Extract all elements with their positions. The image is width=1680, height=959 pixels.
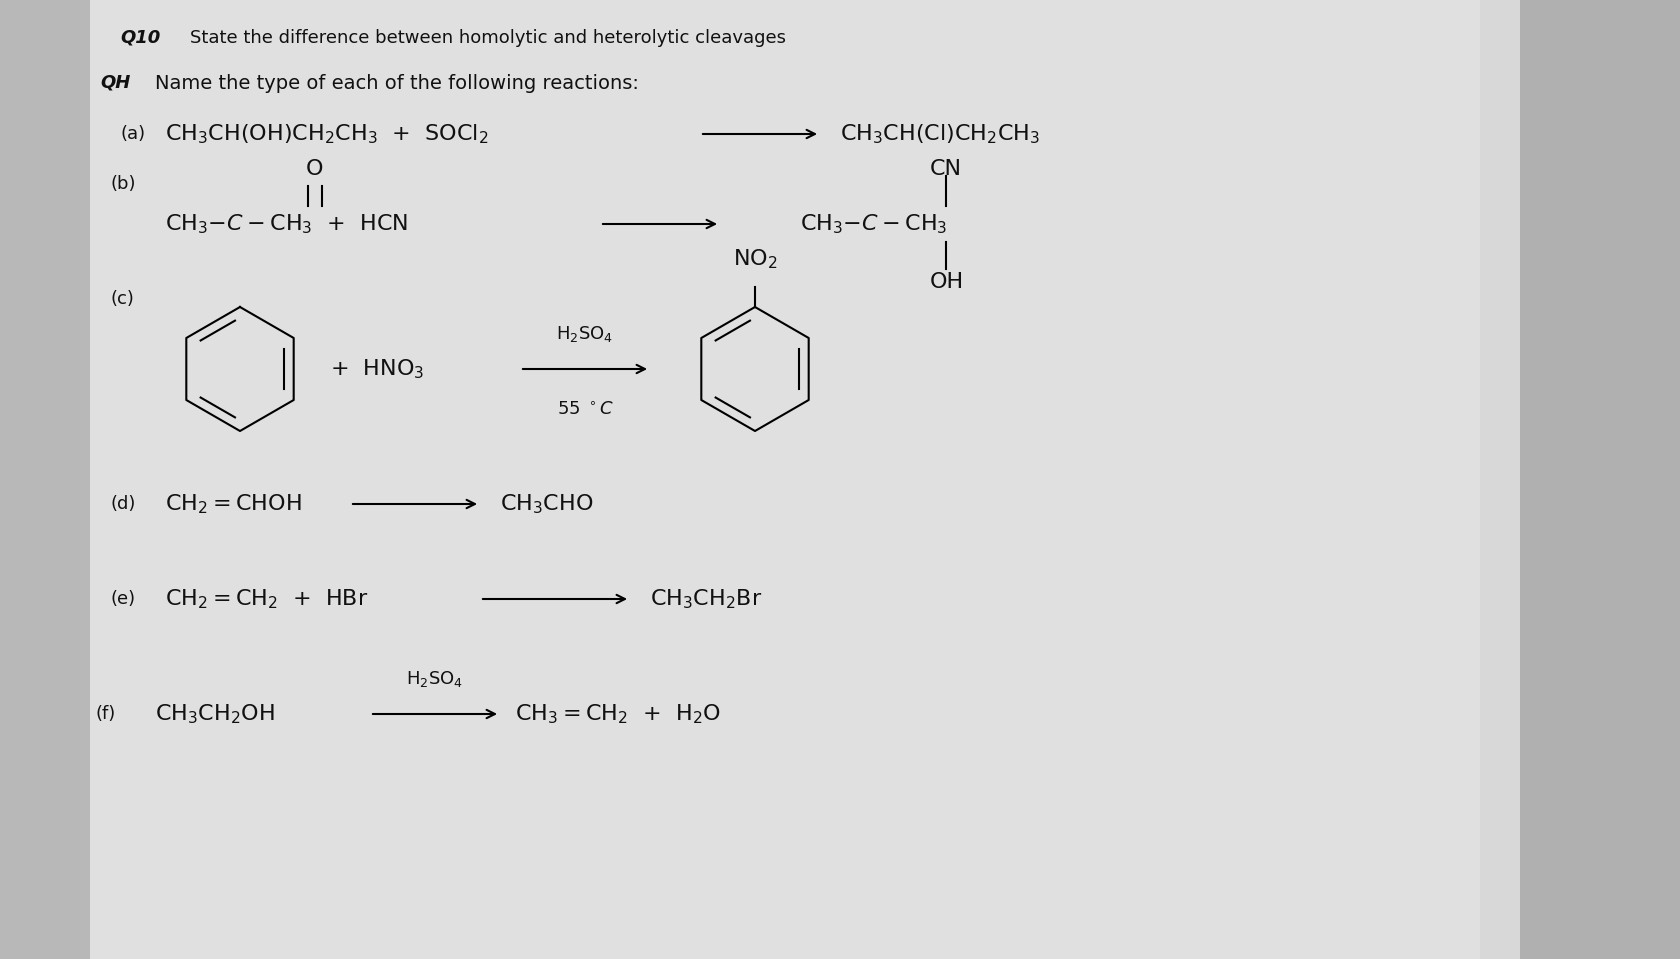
Text: $\mathregular{H_2SO_4}$: $\mathregular{H_2SO_4}$ bbox=[556, 324, 613, 344]
Text: $\mathregular{CH_3CH_2OH}$: $\mathregular{CH_3CH_2OH}$ bbox=[155, 702, 276, 726]
Text: $55\ ^\circ C$: $55\ ^\circ C$ bbox=[556, 401, 613, 419]
Text: $\mathregular{CH_3CH(OH)CH_2CH_3}$  +  $\mathregular{SOCl_2}$: $\mathregular{CH_3CH(OH)CH_2CH_3}$ + $\m… bbox=[165, 122, 489, 146]
FancyBboxPatch shape bbox=[30, 0, 1478, 959]
Text: QH: QH bbox=[99, 74, 131, 92]
Text: CN: CN bbox=[929, 159, 961, 179]
Text: (c): (c) bbox=[109, 290, 134, 308]
Text: OH: OH bbox=[929, 272, 964, 292]
Text: Name the type of each of the following reactions:: Name the type of each of the following r… bbox=[155, 74, 638, 93]
Text: State the difference between homolytic and heterolytic cleavages: State the difference between homolytic a… bbox=[190, 29, 786, 47]
Text: (e): (e) bbox=[109, 590, 134, 608]
Text: $\mathregular{CH_2=CHOH}$: $\mathregular{CH_2=CHOH}$ bbox=[165, 492, 301, 516]
Text: $\mathregular{CH_3CHO}$: $\mathregular{CH_3CHO}$ bbox=[499, 492, 593, 516]
Bar bbox=[1519, 0, 1678, 959]
Text: $\mathregular{CH_3CH(Cl)CH_2CH_3}$: $\mathregular{CH_3CH(Cl)CH_2CH_3}$ bbox=[840, 122, 1040, 146]
Text: +  $\mathregular{HNO_3}$: + $\mathregular{HNO_3}$ bbox=[329, 357, 423, 381]
Text: (a): (a) bbox=[119, 125, 144, 143]
Text: $\mathregular{CH_3CH_2Br}$: $\mathregular{CH_3CH_2Br}$ bbox=[650, 587, 763, 611]
Text: (d): (d) bbox=[109, 495, 136, 513]
Text: $\mathregular{CH_3=CH_2}$  +  $\mathregular{H_2O}$: $\mathregular{CH_3=CH_2}$ + $\mathregula… bbox=[514, 702, 721, 726]
Text: $\mathregular{H_2SO_4}$: $\mathregular{H_2SO_4}$ bbox=[407, 669, 464, 689]
Text: $\mathregular{CH_2=CH_2}$  +  HBr: $\mathregular{CH_2=CH_2}$ + HBr bbox=[165, 587, 368, 611]
Text: O: O bbox=[306, 159, 324, 179]
Text: (f): (f) bbox=[96, 705, 116, 723]
Text: (b): (b) bbox=[109, 175, 136, 193]
Text: Q10: Q10 bbox=[119, 29, 160, 47]
Text: $\mathregular{CH_3}$$-C-$$\mathregular{CH_3}$: $\mathregular{CH_3}$$-C-$$\mathregular{C… bbox=[800, 212, 948, 236]
Text: $\mathregular{CH_3}$$-C-$$\mathregular{CH_3}$  +  HCN: $\mathregular{CH_3}$$-C-$$\mathregular{C… bbox=[165, 212, 408, 236]
Text: $\mathregular{NO_2}$: $\mathregular{NO_2}$ bbox=[732, 247, 776, 271]
Bar bbox=[0, 0, 91, 959]
